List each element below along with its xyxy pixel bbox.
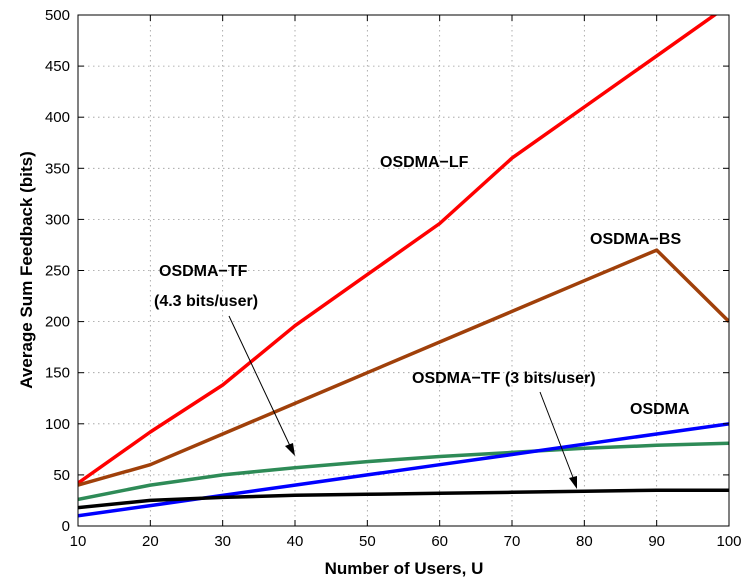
- annotation-osdma-tf-3: OSDMA−TF (3 bits/user): [412, 370, 596, 387]
- y-tick-label: 350: [45, 160, 70, 177]
- y-tick-label: 50: [53, 467, 70, 484]
- y-tick-label: 250: [45, 263, 70, 280]
- series-line-osdma-lf: [78, 15, 718, 485]
- y-tick-label: 100: [45, 416, 70, 433]
- y-tick-label: 450: [45, 58, 70, 75]
- arrow-osdma-tf-3: [539, 391, 577, 489]
- x-axis-label: Number of Users, U: [325, 559, 484, 578]
- annotation-osdma-tf-43-line1: OSDMA−TF: [159, 263, 248, 280]
- x-tick-label: 90: [648, 533, 665, 550]
- y-axis-label: Average Sum Feedback (bits): [17, 151, 36, 388]
- annotation-osdma-tf-43-line2: (4.3 bits/user): [154, 293, 258, 310]
- y-tick-label: 0: [62, 518, 70, 535]
- annotation-osdma-bs: OSDMA−BS: [590, 231, 681, 248]
- annotation-osdma-lf: OSDMA−LF: [380, 154, 469, 171]
- arrow-osdma-tf-43: [228, 315, 295, 456]
- y-tick-label: 400: [45, 109, 70, 126]
- x-tick-label: 20: [142, 533, 159, 550]
- grid: [78, 15, 729, 526]
- x-tick-label: 100: [716, 533, 741, 550]
- annotation-osdma: OSDMA: [630, 401, 690, 418]
- x-tick-label: 10: [70, 533, 87, 550]
- x-tick-label: 60: [431, 533, 448, 550]
- x-tick-label: 40: [287, 533, 304, 550]
- series-line-osdma-bs: [78, 248, 729, 487]
- x-tick-label: 50: [359, 533, 376, 550]
- series-line-osdma-tf-3-bits-user: [78, 488, 729, 510]
- tick-labels: 10 20 30 40 50 60 70 80 90 100 0 50 100 150 200 250 300 3…: [45, 7, 742, 550]
- y-tick-label: 500: [45, 7, 70, 24]
- ticks: [77, 14, 730, 527]
- y-tick-label: 200: [45, 314, 70, 331]
- x-tick-label: 30: [214, 533, 231, 550]
- y-tick-label: 150: [45, 365, 70, 382]
- series-line-osdma-tf-4-3-bits-user: [78, 441, 729, 502]
- y-tick-label: 300: [45, 211, 70, 228]
- x-tick-label: 70: [504, 533, 521, 550]
- series-group: [78, 15, 729, 518]
- x-tick-label: 80: [576, 533, 593, 550]
